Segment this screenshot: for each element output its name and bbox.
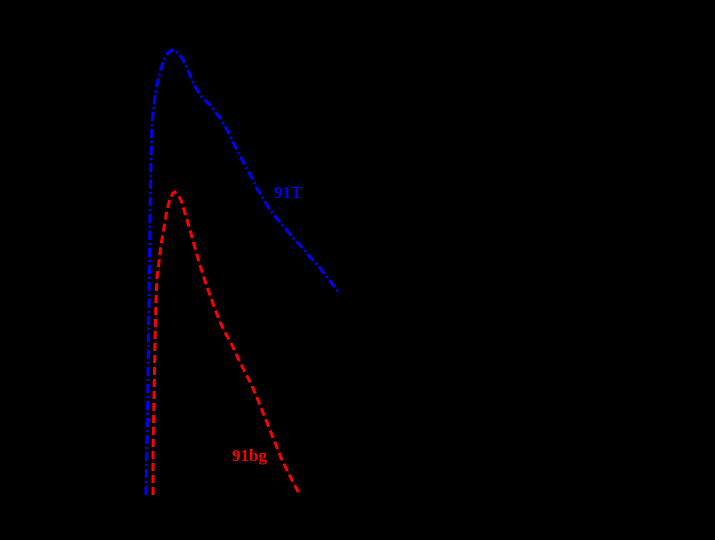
- series-label-91bg: 91bg: [232, 446, 267, 465]
- series-line-91T: [144, 48, 342, 496]
- series-label-91T: 91T: [274, 183, 303, 202]
- series-line-91bg: [151, 190, 302, 496]
